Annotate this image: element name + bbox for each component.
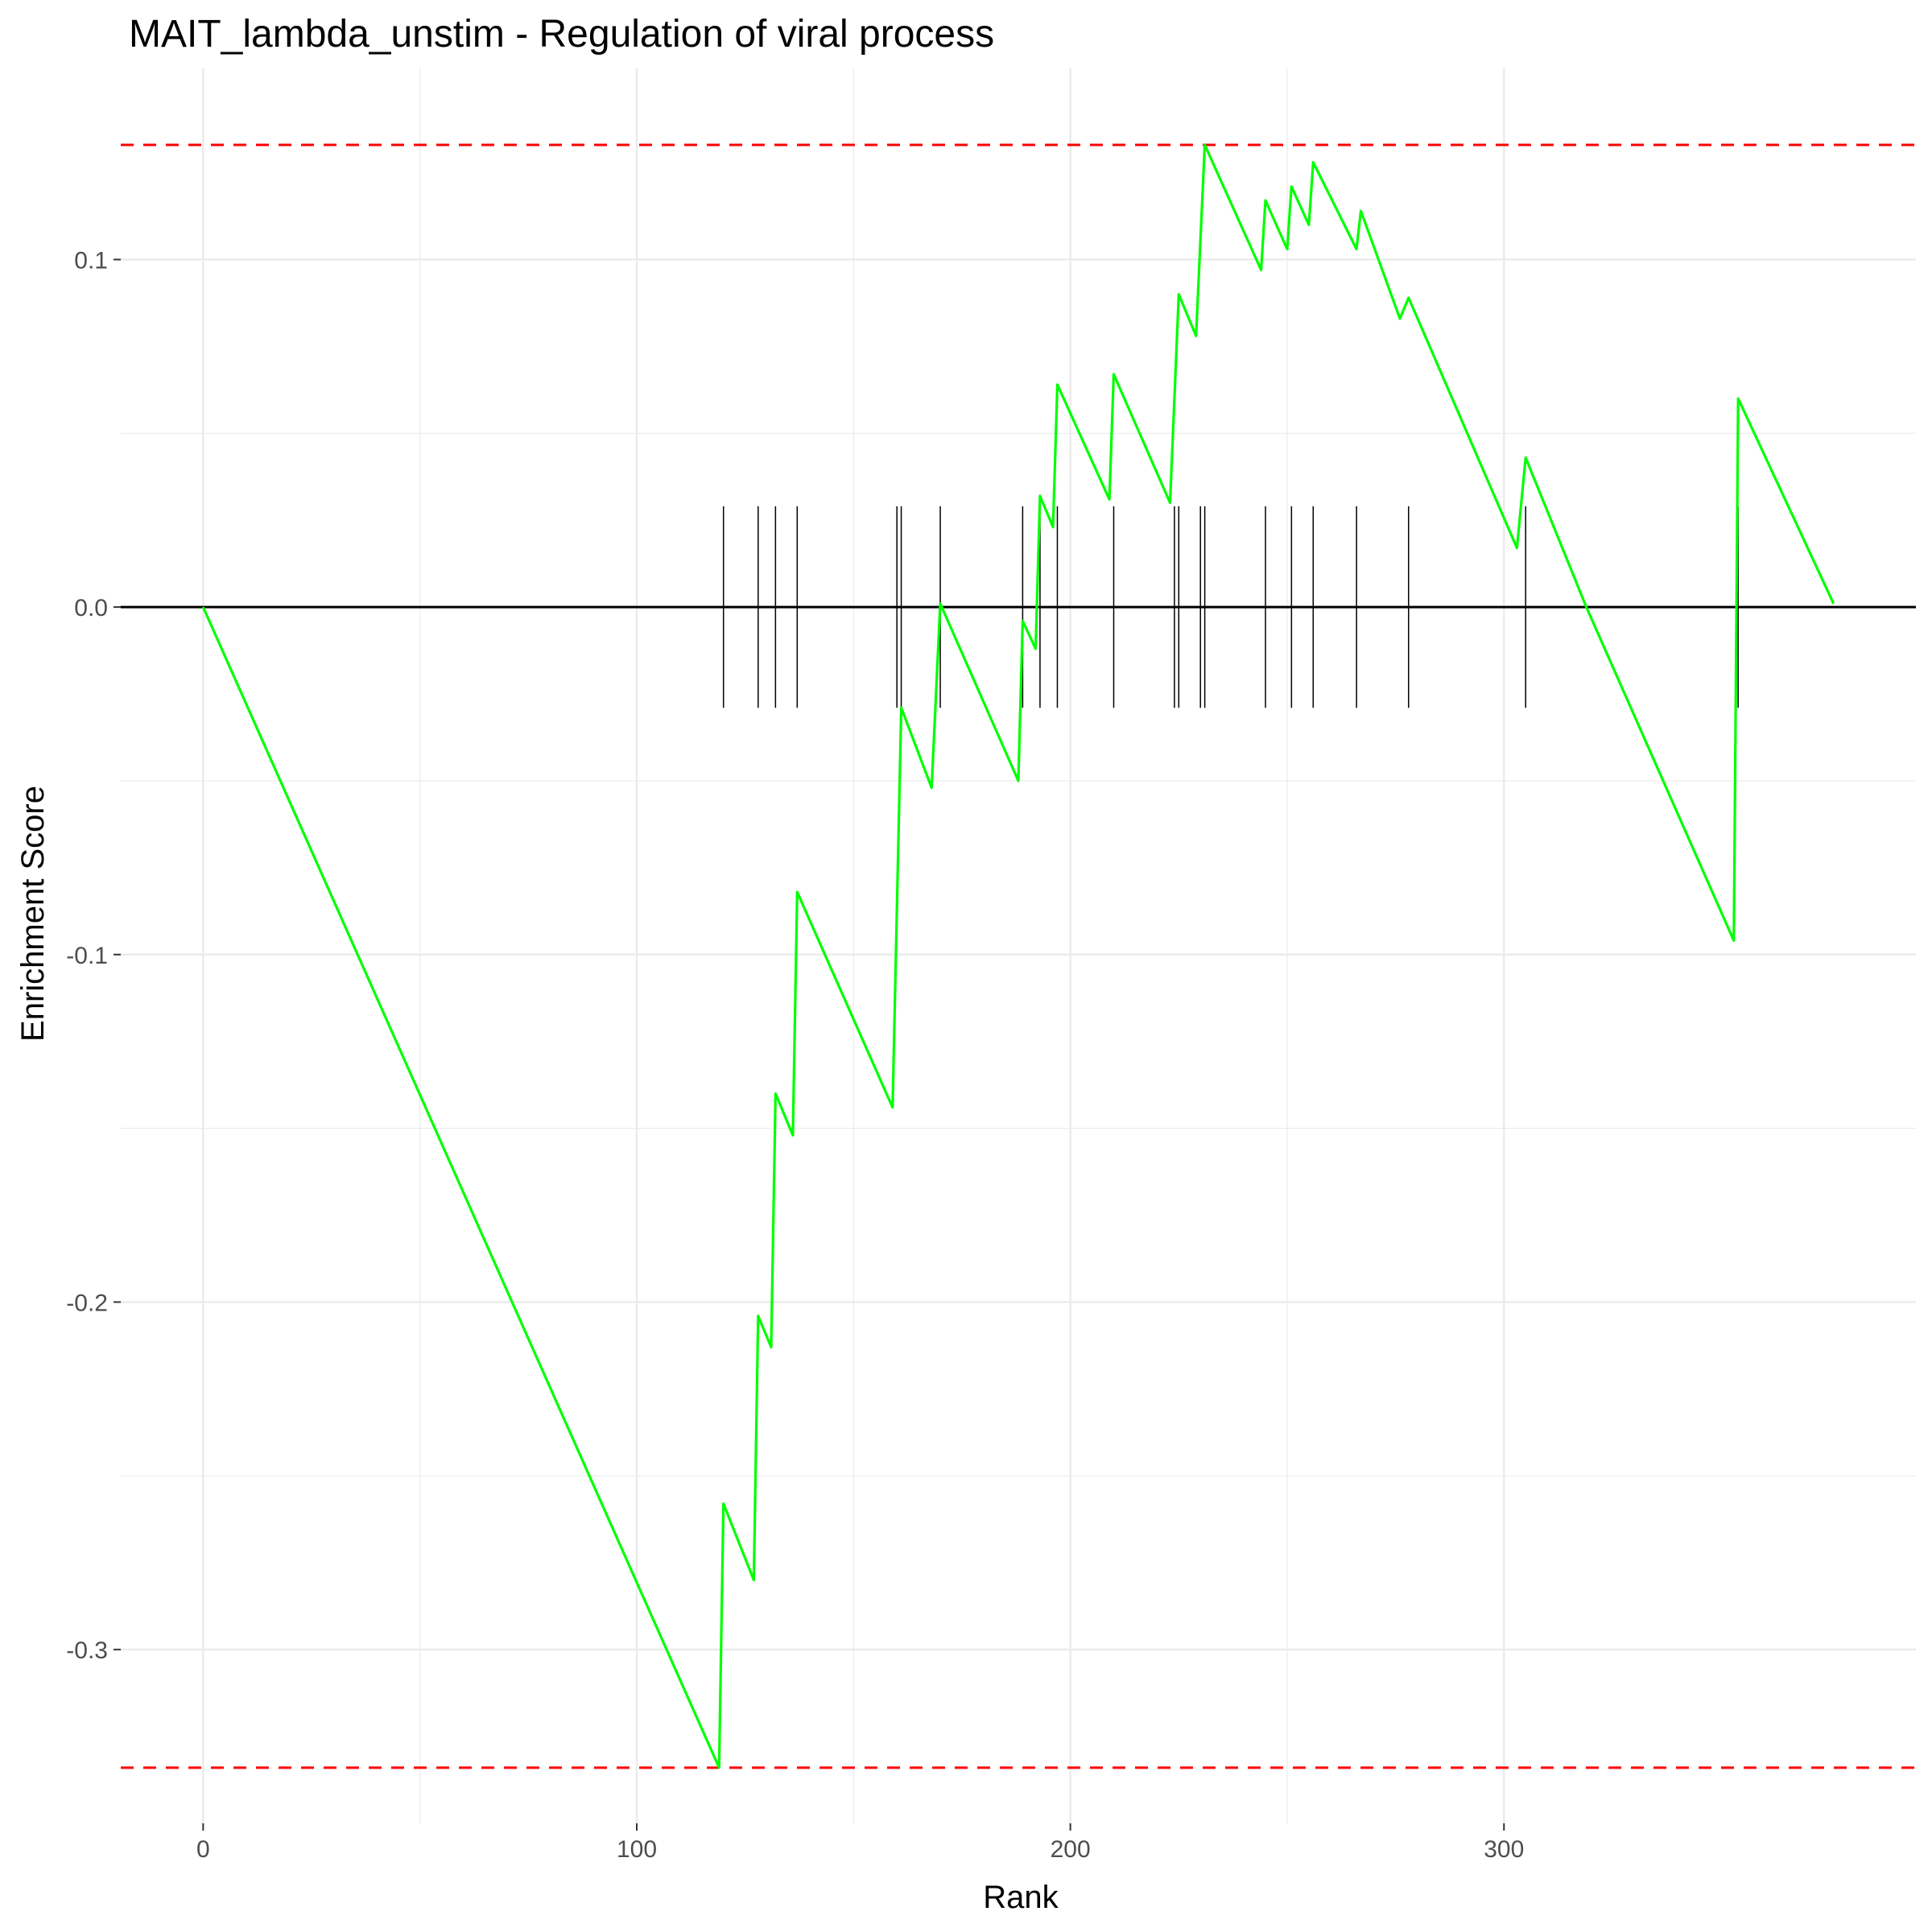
x-axis-ticks: 0 100 200 300 (196, 1823, 1524, 1863)
hit-ticks (722, 506, 1739, 708)
y-tick-label: 0.1 (74, 247, 108, 274)
minor-gridlines (121, 68, 1916, 1823)
y-tick-label: -0.1 (66, 943, 108, 969)
x-tick-label: 300 (1484, 1836, 1524, 1863)
y-axis-title: Enrichment Score (15, 786, 51, 1042)
y-tick-label: -0.3 (66, 1637, 108, 1664)
y-tick-label: 0.0 (74, 595, 108, 621)
chart-title: MAIT_lambda_unstim - Regulation of viral… (129, 13, 994, 56)
enrichment-curve (201, 143, 1835, 1769)
x-axis-title: Rank (983, 1880, 1059, 1915)
y-tick-label: -0.2 (66, 1290, 108, 1316)
y-axis-ticks: -0.3 -0.2 -0.1 0.0 0.1 (66, 247, 121, 1664)
x-tick-label: 200 (1051, 1836, 1091, 1863)
x-tick-label: 100 (617, 1836, 657, 1863)
x-tick-label: 0 (196, 1836, 210, 1863)
threshold-lines (121, 143, 1916, 1769)
